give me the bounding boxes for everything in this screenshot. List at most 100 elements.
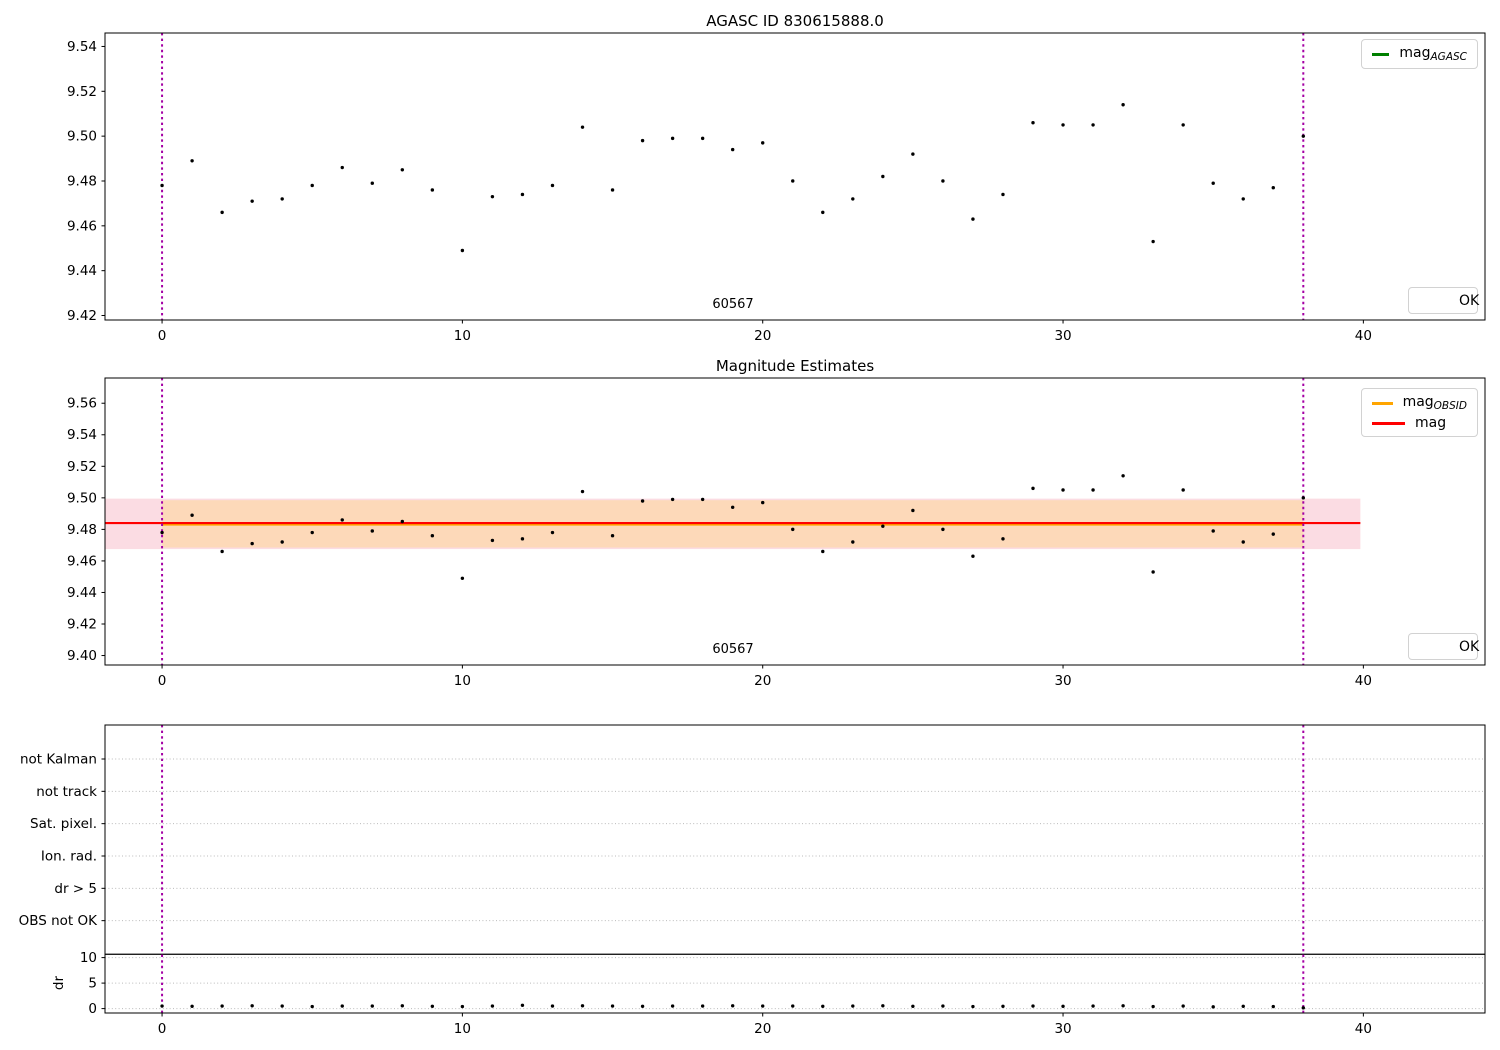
top-spine bbox=[104, 32, 1486, 321]
middle-y-tick-label: 9.40 bbox=[67, 648, 97, 664]
middle-data-point bbox=[430, 533, 435, 538]
bottom-dr-data-point bbox=[220, 1004, 224, 1008]
top-data-point bbox=[340, 165, 344, 170]
middle-y-tick-label: 9.54 bbox=[67, 427, 97, 443]
bottom-dr-data-point bbox=[791, 1004, 795, 1008]
middle-data-point bbox=[400, 519, 405, 524]
top-data-point bbox=[1181, 123, 1185, 127]
top-data-point bbox=[941, 179, 945, 183]
top-data-point bbox=[640, 138, 645, 143]
bottom-dr-data-point bbox=[1211, 1005, 1215, 1009]
bottom-dr-data-point bbox=[881, 1004, 885, 1008]
legend-entry-mag-agasc: magAGASC bbox=[1372, 46, 1467, 63]
top-data-point bbox=[430, 188, 435, 192]
bottom-dr-data-point bbox=[761, 1004, 765, 1008]
top-data-point bbox=[1271, 186, 1275, 190]
bottom-dr-data-point bbox=[580, 1004, 585, 1008]
middle-data-point bbox=[851, 540, 855, 544]
middle-data-point bbox=[911, 508, 915, 513]
green-line-icon bbox=[1372, 52, 1390, 56]
bottom-dr-data-point bbox=[1031, 1004, 1035, 1008]
legend-entry-mag: mag bbox=[1372, 416, 1467, 430]
bottom-dr-data-point bbox=[1241, 1004, 1245, 1009]
top-data-point bbox=[881, 174, 885, 179]
middle-data-point bbox=[490, 538, 495, 543]
top-data-point bbox=[1121, 103, 1125, 107]
dr-tick-label: 0 bbox=[88, 1001, 97, 1017]
middle-data-point bbox=[1091, 488, 1095, 492]
middle-data-point bbox=[821, 549, 825, 554]
middle-data-point bbox=[670, 497, 675, 502]
bottom-dr-data-point bbox=[490, 1004, 495, 1008]
legend-top: magAGASC bbox=[1361, 39, 1478, 69]
middle-data-point bbox=[1061, 488, 1065, 492]
bottom-dr-data-point bbox=[1301, 1006, 1306, 1010]
top-data-point bbox=[310, 183, 314, 188]
legend-label-ok-top: OK bbox=[1459, 292, 1480, 309]
top-data-point bbox=[1241, 197, 1245, 201]
top-data-point bbox=[1061, 123, 1065, 127]
middle-y-tick-label: 9.48 bbox=[67, 522, 97, 538]
middle-data-point bbox=[791, 527, 795, 532]
top-data-point bbox=[460, 248, 465, 253]
top-data-point bbox=[971, 217, 975, 221]
top-data-point bbox=[1091, 123, 1095, 127]
bottom-x-tick-label: 40 bbox=[1355, 1021, 1372, 1037]
bottom-dr-data-point bbox=[610, 1004, 615, 1008]
middle-data-point bbox=[280, 540, 284, 544]
legend-entry-mag-obsid: magOBSID bbox=[1372, 395, 1467, 412]
legend-middle: magOBSID mag bbox=[1361, 388, 1478, 437]
legend-label-mag-agasc: magAGASC bbox=[1399, 44, 1467, 63]
top-plot-title: AGASC ID 830615888.0 bbox=[706, 12, 884, 30]
bottom-dr-data-point bbox=[280, 1004, 284, 1008]
middle-data-point bbox=[550, 530, 555, 535]
top-data-point bbox=[761, 141, 765, 145]
middle-x-tick-label: 40 bbox=[1355, 673, 1372, 689]
middle-data-point bbox=[460, 576, 465, 580]
middle-data-point bbox=[971, 554, 975, 558]
bottom-dr-data-point bbox=[460, 1004, 465, 1009]
middle-y-tick-label: 9.56 bbox=[67, 396, 97, 412]
top-data-point bbox=[580, 125, 585, 129]
top-y-tick-label: 9.50 bbox=[67, 129, 97, 145]
middle-data-point bbox=[1151, 570, 1155, 574]
middle-data-point bbox=[941, 527, 945, 532]
bottom-x-tick-label: 20 bbox=[754, 1021, 771, 1037]
bottom-x-tick-label: 10 bbox=[454, 1021, 471, 1037]
middle-data-point bbox=[520, 537, 525, 541]
top-data-point bbox=[550, 183, 555, 188]
top-data-point bbox=[520, 192, 525, 197]
middle-data-point bbox=[340, 518, 344, 522]
bottom-dr-data-point bbox=[190, 1004, 194, 1009]
top-x-tick-label: 0 bbox=[158, 328, 167, 344]
top-x-tick-label: 40 bbox=[1355, 328, 1372, 344]
bottom-dr-data-point bbox=[971, 1004, 975, 1009]
middle-spine bbox=[104, 377, 1486, 666]
flag-category-label: OBS not OK bbox=[19, 913, 99, 929]
middle-data-point bbox=[1001, 537, 1005, 541]
middle-data-point bbox=[1301, 496, 1306, 500]
top-data-point bbox=[1211, 181, 1215, 185]
red-line-icon bbox=[1372, 421, 1405, 425]
middle-data-point bbox=[1211, 529, 1215, 533]
middle-data-point bbox=[1181, 488, 1185, 492]
middle-data-point bbox=[370, 529, 374, 533]
bottom-dr-data-point bbox=[670, 1004, 675, 1008]
middle-plot-title: Magnitude Estimates bbox=[715, 357, 875, 375]
bottom-dr-data-point bbox=[160, 1004, 164, 1008]
bottom-dr-data-point bbox=[1151, 1004, 1155, 1009]
middle-data-point bbox=[700, 497, 705, 502]
bottom-dr-data-point bbox=[640, 1004, 645, 1009]
obsid-label-middle: 60567 bbox=[712, 642, 754, 657]
top-y-tick-label: 9.46 bbox=[67, 218, 97, 234]
top-y-tick-label: 9.54 bbox=[67, 39, 97, 55]
middle-data-point bbox=[640, 499, 645, 503]
top-data-point bbox=[730, 147, 735, 152]
top-data-point bbox=[1031, 120, 1035, 125]
top-data-point bbox=[190, 159, 194, 163]
middle-y-tick-label: 9.50 bbox=[67, 490, 97, 506]
bottom-dr-data-point bbox=[400, 1004, 405, 1008]
bottom-dr-data-point bbox=[730, 1004, 735, 1008]
middle-y-tick-label: 9.44 bbox=[67, 585, 97, 601]
